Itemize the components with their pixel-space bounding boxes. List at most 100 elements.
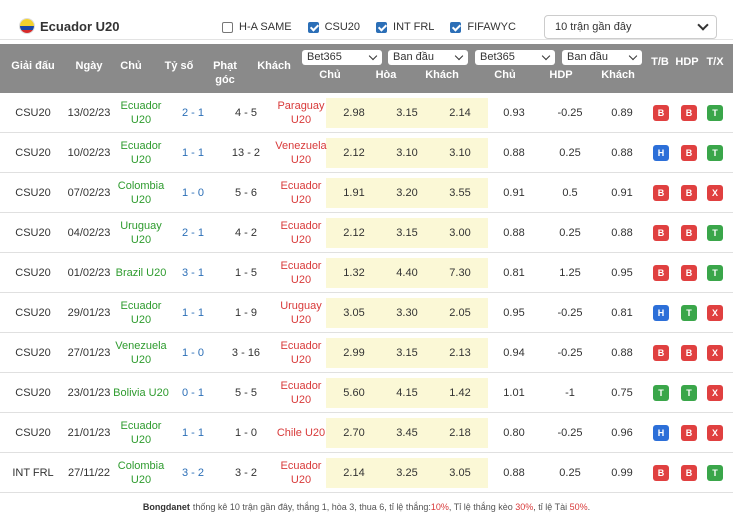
odds-highlight bbox=[326, 338, 488, 368]
checkbox-checked-icon[interactable] bbox=[450, 21, 462, 33]
hdp-home-cell: 0.80 bbox=[503, 427, 525, 439]
score-link[interactable]: 1 - 1 bbox=[181, 147, 204, 159]
hdp-home-cell: 0.94 bbox=[503, 347, 525, 359]
hdp-line-cell: -1 bbox=[565, 387, 575, 399]
match-row[interactable]: CSU20 01/02/23 Brazil U20 3 - 1 1 - 5 Ecuador… bbox=[0, 253, 733, 293]
home-team-link[interactable]: Bolivia U20 bbox=[113, 387, 169, 399]
away-team-link[interactable]: Chile U20 bbox=[276, 427, 326, 439]
score-link[interactable]: 2 - 1 bbox=[181, 107, 204, 119]
match-row[interactable]: CSU20 29/01/23 Ecuador U20 1 - 1 1 - 9 Urugua… bbox=[0, 293, 733, 333]
away-team-link[interactable]: Uruguay U20 bbox=[280, 300, 322, 326]
col-date: Ngày bbox=[75, 60, 103, 72]
match-row[interactable]: CSU20 04/02/23 Uruguay U20 2 - 1 4 - 2 Ecuado… bbox=[0, 213, 733, 253]
home-team-link[interactable]: Brazil U20 bbox=[115, 267, 167, 279]
away-team-link[interactable]: Paraguay U20 bbox=[277, 100, 325, 126]
score-link[interactable]: 1 - 1 bbox=[181, 307, 204, 319]
score-link[interactable]: 3 - 2 bbox=[181, 467, 204, 479]
filter-label: CSU20 bbox=[324, 21, 361, 33]
hdp-line-cell: -0.25 bbox=[557, 427, 583, 439]
chevron-down-icon bbox=[628, 51, 638, 61]
hdp-home-cell: 0.93 bbox=[503, 107, 525, 119]
home-team-link[interactable]: Venezuela U20 bbox=[115, 340, 167, 366]
home-team-link[interactable]: Colombia U20 bbox=[117, 460, 165, 486]
match-row[interactable]: CSU20 27/01/23 Venezuela U20 1 - 0 3 - 16 Ecu… bbox=[0, 333, 733, 373]
match-range-value: 10 trận gần đây bbox=[555, 21, 632, 33]
home-team-link[interactable]: Ecuador U20 bbox=[120, 100, 162, 126]
match-row[interactable]: CSU20 13/02/23 Ecuador U20 2 - 1 4 - 5 Paragu… bbox=[0, 93, 733, 133]
col-hdp-result: HDP bbox=[675, 56, 699, 68]
hdp-home-cell: 0.88 bbox=[503, 467, 525, 479]
home-team-link[interactable]: Colombia U20 bbox=[117, 180, 165, 206]
odds-type-select-1x2[interactable]: Ban đầu bbox=[388, 50, 468, 65]
home-team-link[interactable]: Ecuador U20 bbox=[120, 420, 162, 446]
col-league: Giải đấu bbox=[11, 60, 55, 72]
hdp-line-cell: 0.25 bbox=[559, 467, 581, 479]
col-hdp-line: HDP bbox=[549, 69, 573, 81]
hdp-line-cell: -0.25 bbox=[557, 307, 583, 319]
match-row[interactable]: CSU20 10/02/23 Ecuador U20 1 - 1 13 - 2 Venez… bbox=[0, 133, 733, 173]
checkbox-icon[interactable] bbox=[222, 21, 233, 33]
filter-int-frl[interactable]: INT FRL bbox=[376, 21, 434, 33]
odds-highlight bbox=[326, 418, 488, 448]
away-team-link[interactable]: Ecuador U20 bbox=[280, 340, 322, 366]
corner-cell: 1 - 0 bbox=[234, 427, 257, 439]
col-tx: T/X bbox=[706, 56, 724, 68]
home-team-link[interactable]: Ecuador U20 bbox=[120, 300, 162, 326]
league-cell: CSU20 bbox=[15, 187, 51, 199]
league-cell: INT FRL bbox=[12, 467, 54, 479]
score-link[interactable]: 1 - 0 bbox=[181, 187, 204, 199]
odds-away-cell: 2.05 bbox=[449, 307, 471, 319]
match-range-select[interactable]: 10 trận gần đây bbox=[544, 15, 717, 39]
filter-ha-same[interactable]: H-A SAME bbox=[222, 21, 292, 33]
odds-away-cell: 3.55 bbox=[449, 187, 471, 199]
filter-fifawyc[interactable]: FIFAWYC bbox=[450, 21, 516, 33]
odds-home-cell: 1.91 bbox=[343, 187, 365, 199]
odds-highlight bbox=[326, 378, 488, 408]
home-team-link[interactable]: Uruguay U20 bbox=[120, 220, 162, 246]
score-link[interactable]: 2 - 1 bbox=[181, 227, 204, 239]
filter-csu20[interactable]: CSU20 bbox=[307, 21, 361, 33]
score-link[interactable]: 1 - 0 bbox=[181, 347, 204, 359]
home-team-link[interactable]: Ecuador U20 bbox=[120, 140, 162, 166]
col-hdp-away: Khách bbox=[601, 69, 635, 81]
away-team-link[interactable]: Ecuador U20 bbox=[280, 460, 322, 486]
footer-text: thống kê 10 trận gần đây, thắng 1, hòa 3… bbox=[192, 502, 431, 512]
odds-draw-cell: 3.15 bbox=[396, 227, 418, 239]
result-hdp-badge: B bbox=[681, 425, 697, 441]
corner-cell: 4 - 2 bbox=[234, 227, 257, 239]
league-cell: CSU20 bbox=[15, 267, 51, 279]
checkbox-checked-icon[interactable] bbox=[307, 21, 319, 33]
result-hdp-badge: B bbox=[681, 265, 697, 281]
match-row[interactable]: CSU20 07/02/23 Colombia U20 1 - 0 5 - 6 Ecuad… bbox=[0, 173, 733, 213]
score-link[interactable]: 0 - 1 bbox=[181, 387, 204, 399]
hdp-away-cell: 0.95 bbox=[611, 267, 633, 279]
corner-cell: 5 - 6 bbox=[234, 187, 257, 199]
bookmaker-select-hdp[interactable]: Bet365 bbox=[475, 50, 555, 65]
filter-group: H-A SAME CSU20 INT FRL FIFAWYC bbox=[222, 21, 516, 33]
checkbox-checked-icon[interactable] bbox=[376, 21, 388, 33]
match-row[interactable]: CSU20 21/01/23 Ecuador U20 1 - 1 1 - 0 Chile … bbox=[0, 413, 733, 453]
away-team-link[interactable]: Ecuador U20 bbox=[280, 220, 322, 246]
result-tx-badge: X bbox=[707, 345, 723, 361]
odds-highlight bbox=[326, 218, 488, 248]
hdp-line-cell: -0.25 bbox=[557, 347, 583, 359]
date-cell: 13/02/23 bbox=[67, 107, 111, 119]
footer-hdp-pct: 30% bbox=[515, 502, 534, 512]
footer-win-pct: 10% bbox=[430, 502, 449, 512]
odds-type-select-hdp[interactable]: Ban đầu bbox=[562, 50, 642, 65]
hdp-away-cell: 0.88 bbox=[611, 147, 633, 159]
score-link[interactable]: 1 - 1 bbox=[181, 427, 204, 439]
away-team-link[interactable]: Ecuador U20 bbox=[280, 260, 322, 286]
away-team-link[interactable]: Ecuador U20 bbox=[280, 180, 322, 206]
odds-highlight bbox=[326, 138, 488, 168]
odds-home-cell: 2.99 bbox=[343, 347, 365, 359]
result-hdp-badge: B bbox=[681, 465, 697, 481]
score-link[interactable]: 3 - 1 bbox=[181, 267, 204, 279]
odds-home-cell: 2.14 bbox=[343, 467, 365, 479]
match-row[interactable]: CSU20 23/01/23 Bolivia U20 0 - 1 5 - 5 Ecuado… bbox=[0, 373, 733, 413]
away-team-link[interactable]: Ecuador U20 bbox=[280, 380, 322, 406]
match-row[interactable]: INT FRL 27/11/22 Colombia U20 3 - 2 3 - 2 Ecu… bbox=[0, 453, 733, 493]
away-team-link[interactable]: Venezuela U20 bbox=[275, 140, 327, 166]
bookmaker-select-1x2[interactable]: Bet365 bbox=[302, 50, 382, 65]
odds-draw-cell: 3.45 bbox=[396, 427, 418, 439]
